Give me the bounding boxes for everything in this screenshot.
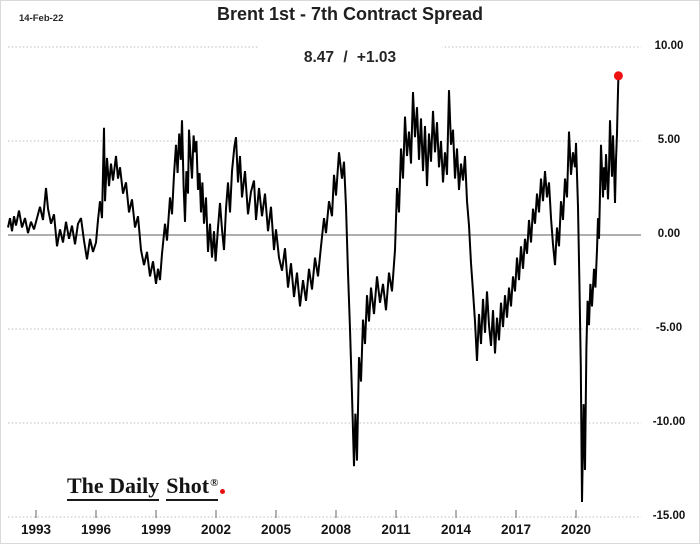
x-axis-label: 2008	[320, 522, 352, 537]
latest-point-marker	[613, 71, 623, 81]
x-axis-label: 1993	[20, 522, 52, 537]
x-axis-label: 2011	[381, 522, 411, 537]
x-axis-label: 2014	[440, 522, 472, 537]
x-axis-label: 1996	[80, 522, 112, 537]
y-axis-label: 0.00	[657, 228, 681, 240]
y-axis-label: -5.00	[655, 322, 683, 334]
spread-line-series	[7, 75, 620, 503]
y-axis-label: 5.00	[657, 134, 681, 146]
latest-value-label: 8.47 / +1.03	[257, 41, 443, 71]
registered-mark-icon: ®	[210, 477, 219, 489]
x-axis-label: 1999	[140, 522, 172, 537]
date-stamp: 14-Feb-22	[19, 13, 64, 24]
watermark-red-dot-icon	[220, 489, 226, 494]
x-axis-label: 2017	[500, 522, 532, 537]
y-axis-label: 10.00	[654, 40, 684, 52]
daily-shot-watermark: The Daily Shot®	[67, 473, 226, 501]
x-axis-label: 2020	[560, 522, 592, 537]
x-axis-label: 2002	[200, 522, 232, 537]
x-axis-label: 2005	[260, 522, 292, 537]
watermark-word-1: The Daily	[67, 473, 160, 501]
y-axis-label: -10.00	[652, 416, 686, 428]
watermark-word-2: Shot®	[166, 473, 219, 501]
y-axis-label: -15.00	[652, 510, 686, 522]
chart-title: Brent 1st - 7th Contract Spread	[216, 4, 484, 24]
